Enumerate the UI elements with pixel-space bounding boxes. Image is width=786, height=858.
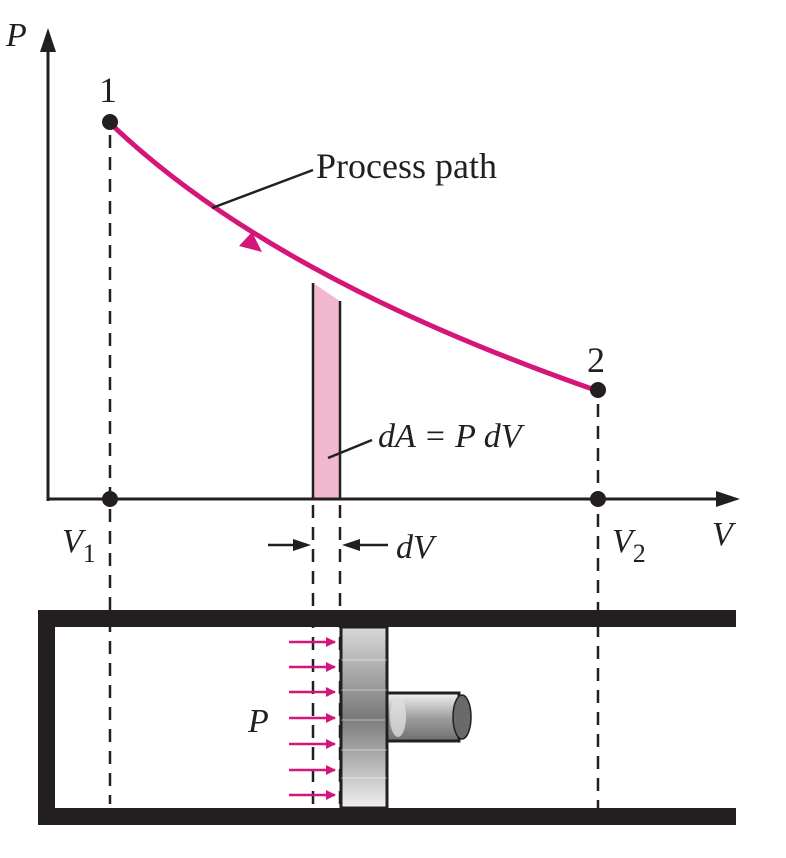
state-label-2: 2 [587,340,605,380]
process-direction-arrow [239,232,262,252]
area-element-label: dA = P dV [378,418,526,455]
v2-subscript: 2 [633,539,646,568]
piston [339,625,389,810]
pressure-arrows [289,637,336,800]
v1-axis-point [102,491,118,507]
state-point-2 [590,382,606,398]
state-label-1: 1 [99,70,117,110]
process-path-leader [211,168,314,210]
x-axis-label: V [712,516,737,553]
piston-rod [385,691,472,743]
piston-pressure-label: P [247,703,269,740]
area-element-strip [313,283,340,499]
v1-subscript: 1 [83,539,96,568]
dashed-guides [108,135,600,810]
y-axis-label: P [5,17,27,54]
volume-element-label: dV [396,529,438,566]
process-path-label: Process path [316,146,497,186]
axes [46,46,725,501]
v1-label: V1 [62,523,96,568]
dv-left-arrowhead [293,539,311,551]
area-element-leader [327,438,373,460]
y-axis-arrowhead [40,28,56,52]
process-path-curve [108,121,599,394]
x-axis-arrowhead [716,491,740,507]
dv-right-arrowhead [342,539,360,551]
v2-label: V2 [612,523,646,568]
v2-axis-point [590,491,606,507]
cylinder [38,610,736,825]
state-point-1 [102,114,118,130]
